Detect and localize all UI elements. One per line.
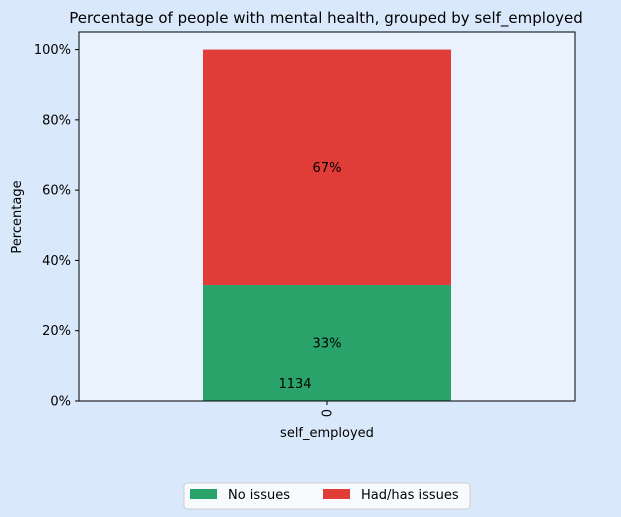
y-tick-label: 40% [42, 254, 71, 269]
x-tick-label: 0 [321, 409, 336, 417]
y-axis: 0% 20% 40% 60% 80% 100% [34, 43, 79, 410]
bar-labels: 33% 67% 1134 [278, 161, 341, 392]
bar-segment-label: 67% [313, 161, 342, 176]
chart-title: Percentage of people with mental health,… [69, 9, 583, 28]
legend: No issues Had/has issues [183, 482, 471, 510]
x-axis-label: self_employed [280, 426, 374, 441]
legend-swatch [323, 489, 350, 499]
y-tick-label: 100% [34, 43, 71, 58]
bars [203, 49, 451, 401]
legend-label: No issues [228, 488, 290, 503]
y-tick-label: 0% [50, 395, 71, 410]
x-axis: 0 [321, 401, 336, 417]
bar-count-label: 1134 [278, 377, 311, 392]
bar-segment-no-issues [203, 285, 451, 401]
y-tick-label: 20% [42, 324, 71, 339]
y-tick-label: 60% [42, 184, 71, 199]
legend-swatch [190, 489, 217, 499]
y-tick-label: 80% [42, 113, 71, 128]
bar-segment-had-has-issues [203, 49, 451, 286]
bar-segment-label: 33% [313, 337, 342, 352]
legend-label: Had/has issues [361, 488, 459, 503]
y-axis-label: Percentage [10, 180, 25, 253]
